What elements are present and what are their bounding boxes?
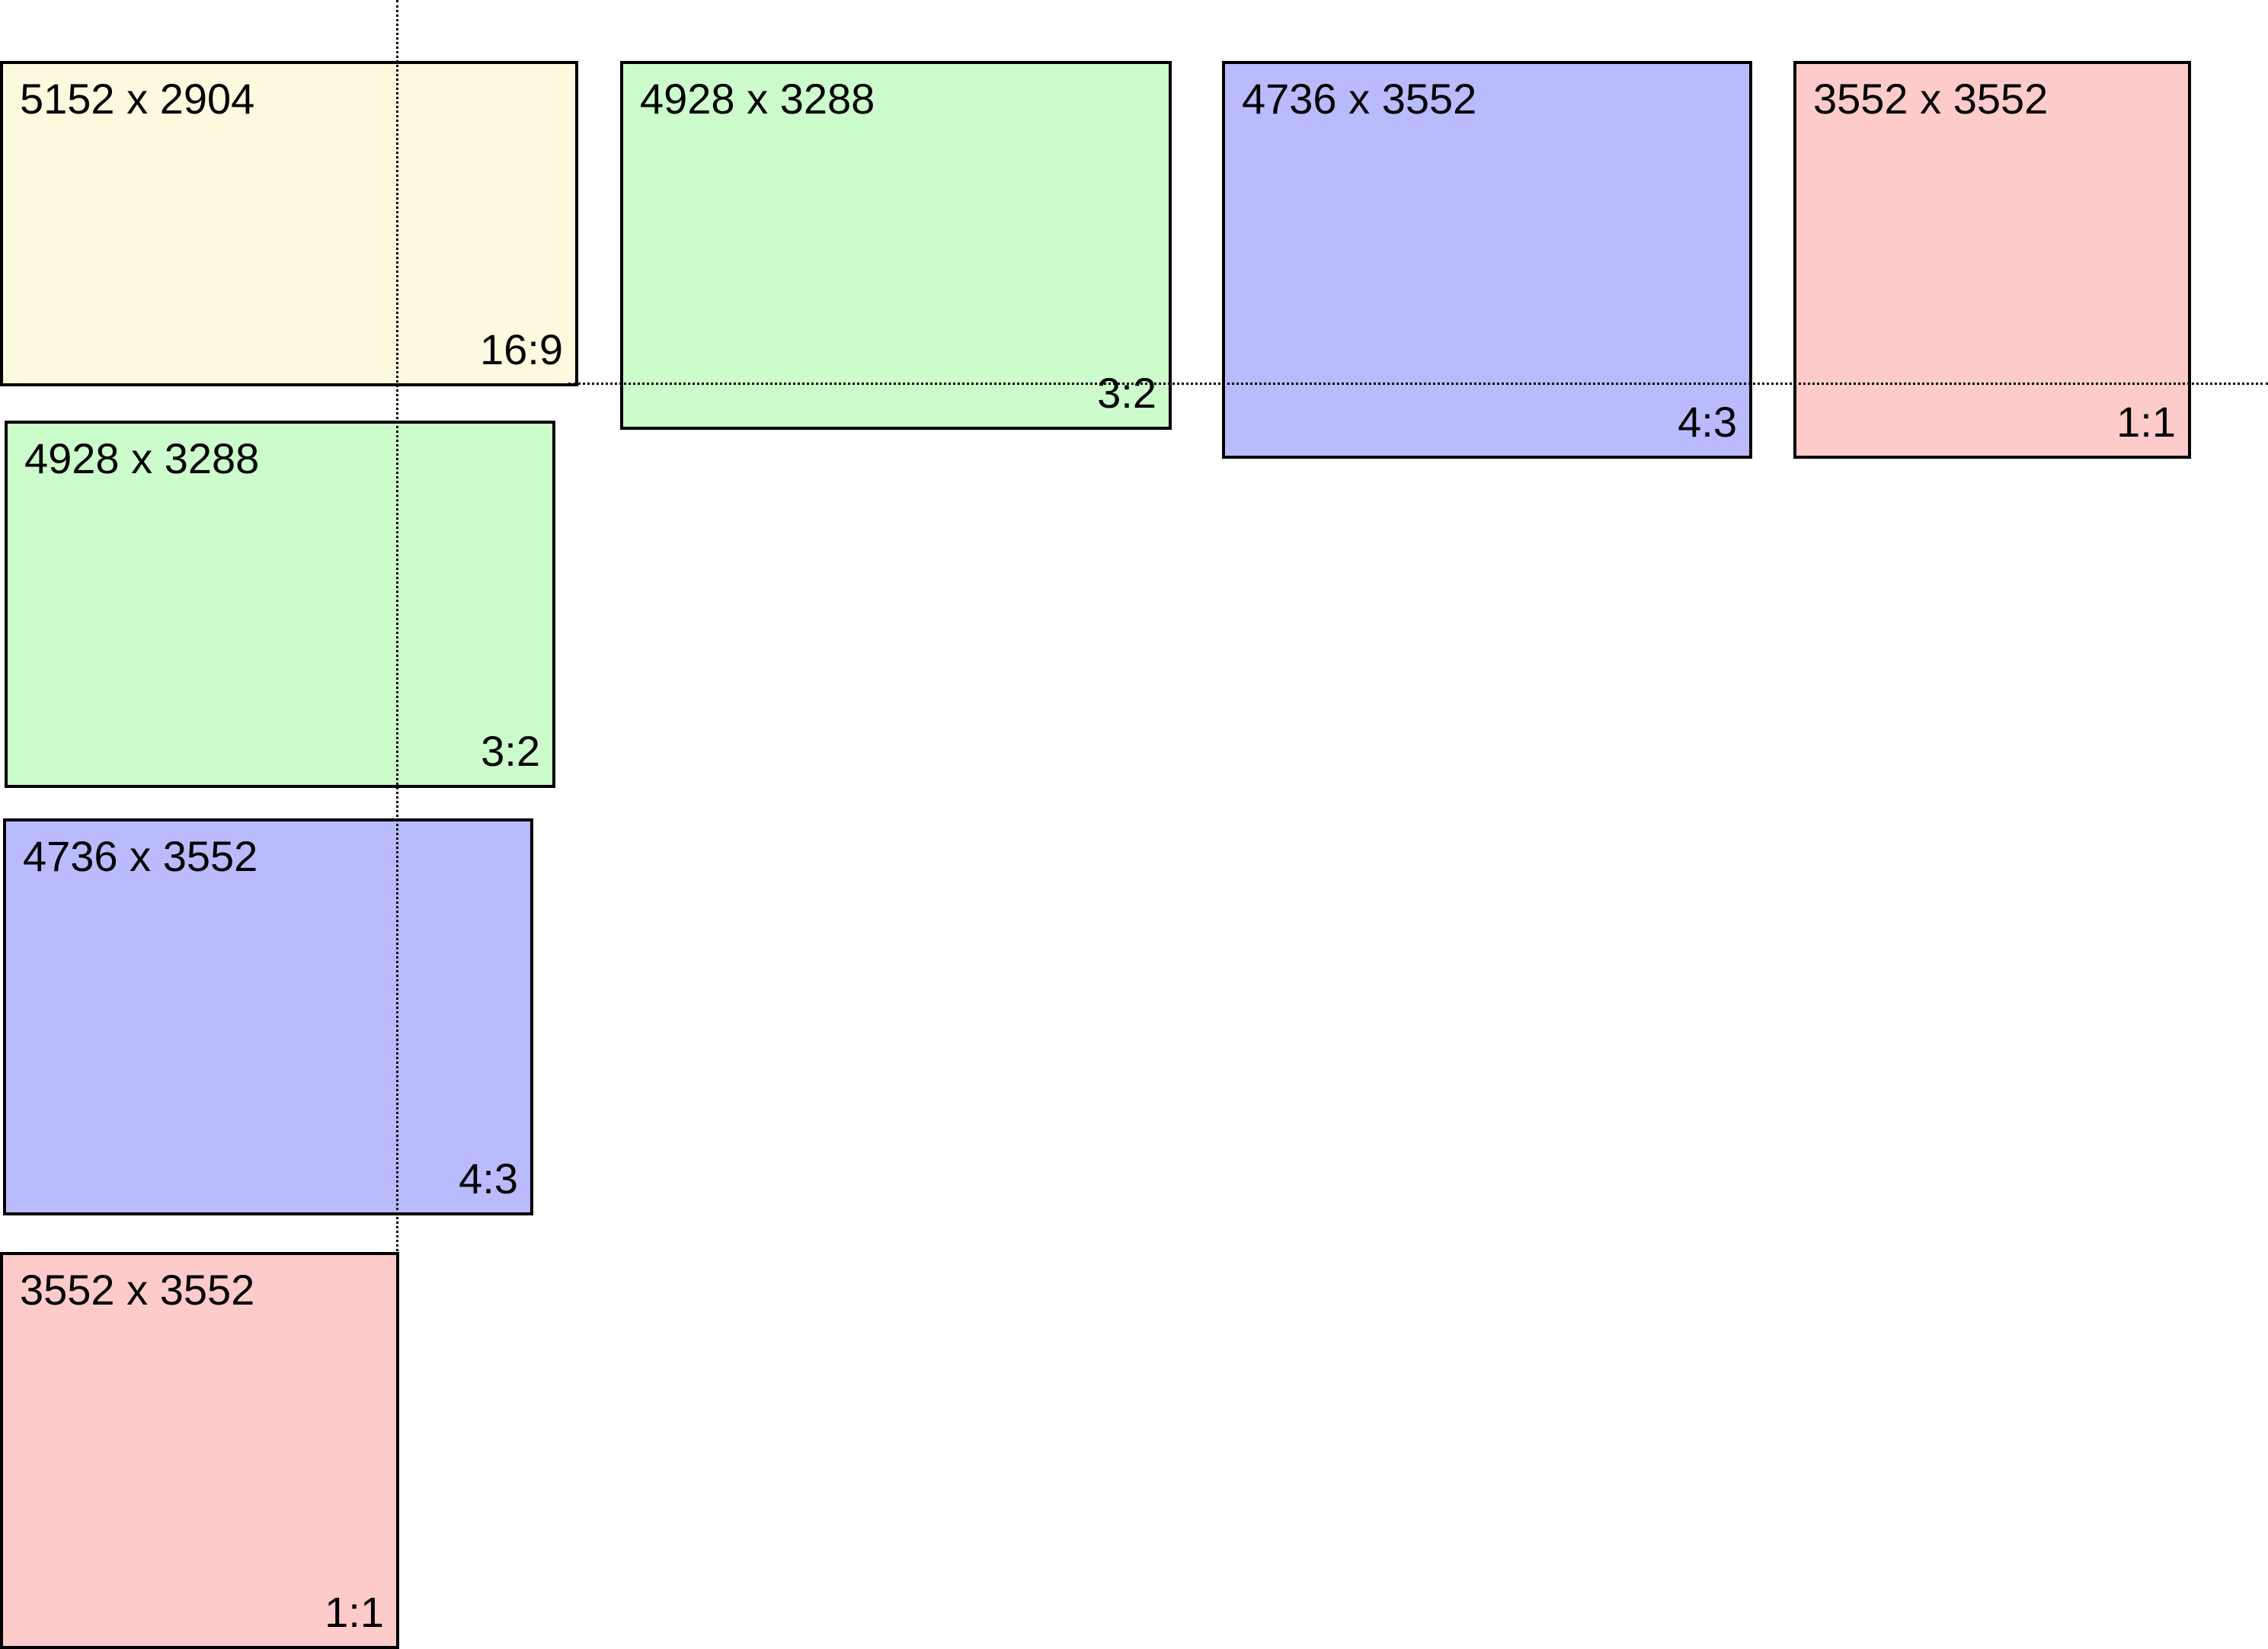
box-ratio-label: 3:2: [481, 727, 540, 775]
box-dimensions-label: 4736 x 3552: [23, 832, 258, 880]
box-1-1-left: 3552 x 3552 1:1: [0, 1252, 399, 1649]
box-ratio-label: 1:1: [2116, 398, 2176, 446]
box-4-3-top: 4736 x 3552 4:3: [1222, 61, 1752, 459]
box-ratio-label: 4:3: [459, 1154, 518, 1202]
box-dimensions-label: 4928 x 3288: [640, 75, 875, 123]
box-dimensions-label: 5152 x 2904: [20, 75, 255, 123]
box-3-2-top: 4928 x 3288 3:2: [620, 61, 1172, 430]
box-ratio-label: 3:2: [1097, 369, 1156, 417]
box-ratio-label: 16:9: [480, 325, 563, 373]
box-3-2-left: 4928 x 3288 3:2: [5, 421, 555, 788]
box-dimensions-label: 4928 x 3288: [24, 434, 260, 482]
box-dimensions-label: 3552 x 3552: [20, 1266, 255, 1314]
vertical-dotted-guide: [396, 0, 398, 1649]
box-ratio-label: 1:1: [325, 1588, 384, 1636]
box-4-3-left: 4736 x 3552 4:3: [3, 818, 533, 1215]
box-ratio-label: 4:3: [1678, 398, 1737, 446]
horizontal-dotted-guide: [568, 383, 2268, 385]
box-dimensions-label: 4736 x 3552: [1242, 75, 1477, 123]
box-16-9: 5152 x 2904 16:9: [0, 61, 578, 386]
box-1-1-top: 3552 x 3552 1:1: [1793, 61, 2191, 459]
box-dimensions-label: 3552 x 3552: [1813, 75, 2049, 123]
